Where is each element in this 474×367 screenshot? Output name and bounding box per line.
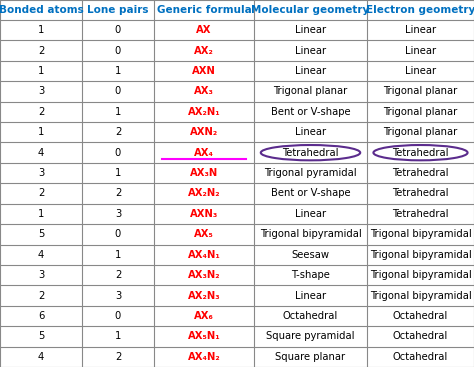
Text: AX₂N₂: AX₂N₂	[188, 189, 220, 199]
Text: Seesaw: Seesaw	[292, 250, 329, 260]
Text: AX₃N: AX₃N	[190, 168, 218, 178]
Text: 0: 0	[115, 46, 121, 56]
Text: AX₂N₁: AX₂N₁	[188, 107, 220, 117]
Text: 6: 6	[38, 311, 44, 321]
Text: Octahedral: Octahedral	[393, 331, 448, 341]
Text: 1: 1	[38, 25, 44, 35]
Text: 2: 2	[38, 46, 44, 56]
Text: 4: 4	[38, 352, 44, 362]
Text: Linear: Linear	[405, 66, 436, 76]
Text: Bent or V-shape: Bent or V-shape	[271, 189, 350, 199]
Text: Linear: Linear	[295, 25, 326, 35]
Text: Tetrahedral: Tetrahedral	[392, 168, 449, 178]
Text: Linear: Linear	[295, 291, 326, 301]
Text: AX₄N₂: AX₄N₂	[188, 352, 220, 362]
Text: Trigonal bipyramidal: Trigonal bipyramidal	[260, 229, 361, 239]
Text: AX₅: AX₅	[194, 229, 214, 239]
Text: AXN: AXN	[192, 66, 216, 76]
Text: 1: 1	[115, 66, 121, 76]
Text: 0: 0	[115, 311, 121, 321]
Text: 5: 5	[38, 331, 44, 341]
Text: Lone pairs: Lone pairs	[87, 5, 149, 15]
Text: 2: 2	[38, 107, 44, 117]
Text: 3: 3	[38, 87, 44, 97]
Text: 2: 2	[115, 270, 121, 280]
Text: Octahedral: Octahedral	[283, 311, 338, 321]
Text: 3: 3	[115, 291, 121, 301]
Text: 2: 2	[115, 352, 121, 362]
Text: 1: 1	[115, 107, 121, 117]
Text: 1: 1	[115, 331, 121, 341]
Text: Octahedral: Octahedral	[393, 311, 448, 321]
Text: AXN₂: AXN₂	[190, 127, 218, 137]
Text: AX₅N₁: AX₅N₁	[188, 331, 220, 341]
Text: Tetrahedral: Tetrahedral	[282, 148, 339, 158]
Text: 4: 4	[38, 250, 44, 260]
Text: 4: 4	[38, 148, 44, 158]
Text: 0: 0	[115, 87, 121, 97]
Text: Octahedral: Octahedral	[393, 352, 448, 362]
Text: 3: 3	[115, 209, 121, 219]
Text: 1: 1	[38, 209, 44, 219]
Text: Square planar: Square planar	[275, 352, 346, 362]
Text: Square pyramidal: Square pyramidal	[266, 331, 355, 341]
Text: Tetrahedral: Tetrahedral	[392, 189, 449, 199]
Text: 5: 5	[38, 229, 44, 239]
Text: 3: 3	[38, 168, 44, 178]
Text: Electron geometry: Electron geometry	[366, 5, 474, 15]
Text: Linear: Linear	[405, 25, 436, 35]
Text: Trigonal planar: Trigonal planar	[383, 87, 457, 97]
Text: Trigonal pyramidal: Trigonal pyramidal	[264, 168, 357, 178]
Text: 2: 2	[115, 127, 121, 137]
Text: Linear: Linear	[405, 46, 436, 56]
Text: 3: 3	[38, 270, 44, 280]
Text: Trigonal planar: Trigonal planar	[273, 87, 347, 97]
Text: AX₄N₁: AX₄N₁	[188, 250, 220, 260]
Text: 2: 2	[38, 189, 44, 199]
Text: AX₃N₂: AX₃N₂	[188, 270, 220, 280]
Text: Bent or V-shape: Bent or V-shape	[271, 107, 350, 117]
Text: 1: 1	[38, 66, 44, 76]
Text: Trigonal bipyramidal: Trigonal bipyramidal	[370, 229, 471, 239]
Text: Bonded atoms: Bonded atoms	[0, 5, 83, 15]
Text: AX: AX	[196, 25, 212, 35]
Text: 1: 1	[115, 168, 121, 178]
Text: AX₂: AX₂	[194, 46, 214, 56]
Text: Trigonal planar: Trigonal planar	[383, 107, 457, 117]
Text: Trigonal planar: Trigonal planar	[383, 127, 457, 137]
Text: 2: 2	[115, 189, 121, 199]
Text: 0: 0	[115, 148, 121, 158]
Text: AX₂N₃: AX₂N₃	[188, 291, 220, 301]
Text: AX₄: AX₄	[194, 148, 214, 158]
Text: Trigonal bipyramidal: Trigonal bipyramidal	[370, 270, 471, 280]
Text: T-shape: T-shape	[291, 270, 330, 280]
Text: 1: 1	[115, 250, 121, 260]
Text: 2: 2	[38, 291, 44, 301]
Text: Linear: Linear	[295, 209, 326, 219]
Text: Linear: Linear	[295, 127, 326, 137]
Text: 1: 1	[38, 127, 44, 137]
Text: Molecular geometry: Molecular geometry	[251, 5, 370, 15]
Text: 0: 0	[115, 25, 121, 35]
Text: AX₆: AX₆	[194, 311, 214, 321]
Text: Trigonal bipyramidal: Trigonal bipyramidal	[370, 291, 471, 301]
Text: Generic formula: Generic formula	[156, 5, 251, 15]
Text: AX₃: AX₃	[194, 87, 214, 97]
Text: Linear: Linear	[295, 46, 326, 56]
Text: Trigonal bipyramidal: Trigonal bipyramidal	[370, 250, 471, 260]
Text: AXN₃: AXN₃	[190, 209, 218, 219]
Text: Tetrahedral: Tetrahedral	[392, 209, 449, 219]
Text: 0: 0	[115, 229, 121, 239]
Text: Linear: Linear	[295, 66, 326, 76]
Text: Tetrahedral: Tetrahedral	[392, 148, 449, 158]
